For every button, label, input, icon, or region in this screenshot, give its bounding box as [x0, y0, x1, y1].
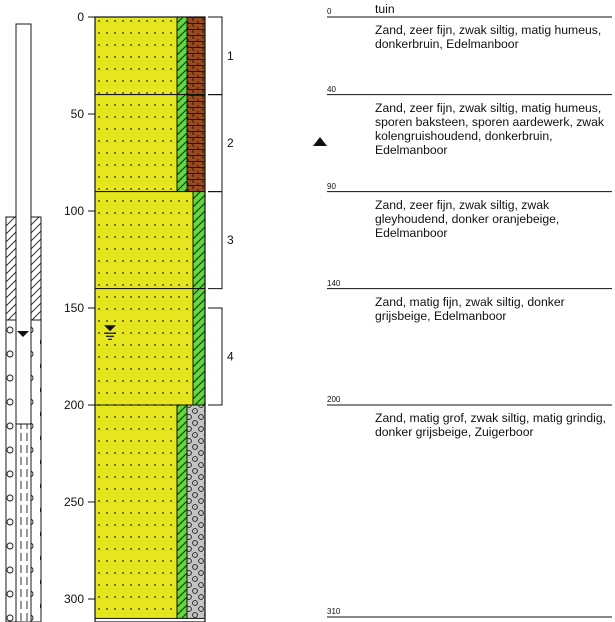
well-screen	[15, 423, 32, 622]
well-gravel-pack-right	[30, 319, 42, 622]
well-casing	[15, 23, 32, 425]
layer-top-depth: 0	[327, 7, 332, 16]
lithology-band	[186, 16, 206, 96]
groundwater-indicator	[104, 325, 116, 340]
well-gravel-pack-left	[5, 319, 17, 622]
lithology-band	[192, 191, 206, 290]
sample-bracket: 2	[208, 94, 234, 193]
sample-label: 4	[227, 350, 234, 364]
lithology-band	[176, 94, 188, 193]
lithology-band	[192, 288, 206, 406]
column-border	[94, 16, 206, 622]
bottom-depth-label: 310	[327, 607, 341, 616]
layer-top-depth: 140	[327, 278, 341, 288]
lithology-band	[94, 404, 178, 619]
lithology-band	[186, 94, 206, 193]
lithology-layer	[94, 94, 206, 193]
well-backfill-right	[30, 216, 42, 321]
axis-tick-label: 150	[64, 301, 84, 315]
lithology-band	[94, 288, 194, 406]
lithology-band	[176, 16, 188, 96]
lithology-band	[186, 404, 206, 619]
lithology-column	[94, 16, 206, 622]
lithology-band	[94, 16, 178, 96]
layer-description: Zand, zeer fijn, zwak siltig, zwak gleyh…	[375, 197, 560, 240]
well-backfill-left	[5, 216, 17, 321]
layer-top-depth: 200	[327, 395, 341, 404]
lithology-layer	[94, 288, 206, 406]
lithology-layer	[94, 16, 206, 96]
layer-description: Zand, matig grof, zwak siltig, matig gri…	[375, 411, 606, 439]
axis-tick-label: 0	[77, 10, 84, 24]
description-separators	[327, 16, 612, 618]
sample-bracket-line	[208, 191, 223, 290]
sample-bracket: 4	[208, 307, 234, 406]
sample-bracket-line	[208, 94, 223, 193]
lithology-layer	[94, 191, 206, 290]
well-construction	[5, 23, 42, 622]
axis-tick-label: 250	[64, 495, 84, 509]
sample-bracket-line	[208, 16, 223, 96]
lithology-layer	[94, 404, 206, 619]
sample-label: 3	[227, 233, 234, 247]
layer-description: Zand, zeer fijn, zwak siltig, matig hume…	[375, 100, 604, 157]
lithology-band	[176, 404, 188, 619]
lithology-band	[94, 94, 178, 193]
sample-label: 2	[227, 136, 234, 150]
axis-tick-label: 300	[64, 592, 84, 606]
lithology-band	[94, 191, 194, 290]
layer-top-depth: 40	[327, 84, 336, 94]
sample-bracket: 3	[208, 191, 234, 290]
axis-tick-label: 100	[64, 204, 84, 218]
groundwater-triangle	[104, 325, 116, 332]
sample-bracket-line	[208, 307, 223, 406]
axis-tick-label: 50	[71, 107, 85, 121]
surface-label: tuin	[375, 2, 395, 16]
well-water-level-marker	[17, 331, 29, 337]
layer-description: Zand, matig fijn, zwak siltig, donker gr…	[375, 294, 565, 323]
elevation-marker-icon	[313, 137, 327, 146]
axis-tick-label: 200	[64, 398, 84, 412]
sample-label: 1	[227, 49, 234, 63]
sample-brackets: 1 2 3 4	[208, 16, 234, 406]
layer-top-depth: 90	[327, 181, 336, 191]
sample-bracket: 1	[208, 16, 234, 96]
depth-axis: 0 50 100 150 200 250 300	[64, 10, 95, 606]
layer-description: Zand, zeer fijn, zwak siltig, matig hume…	[375, 23, 602, 51]
